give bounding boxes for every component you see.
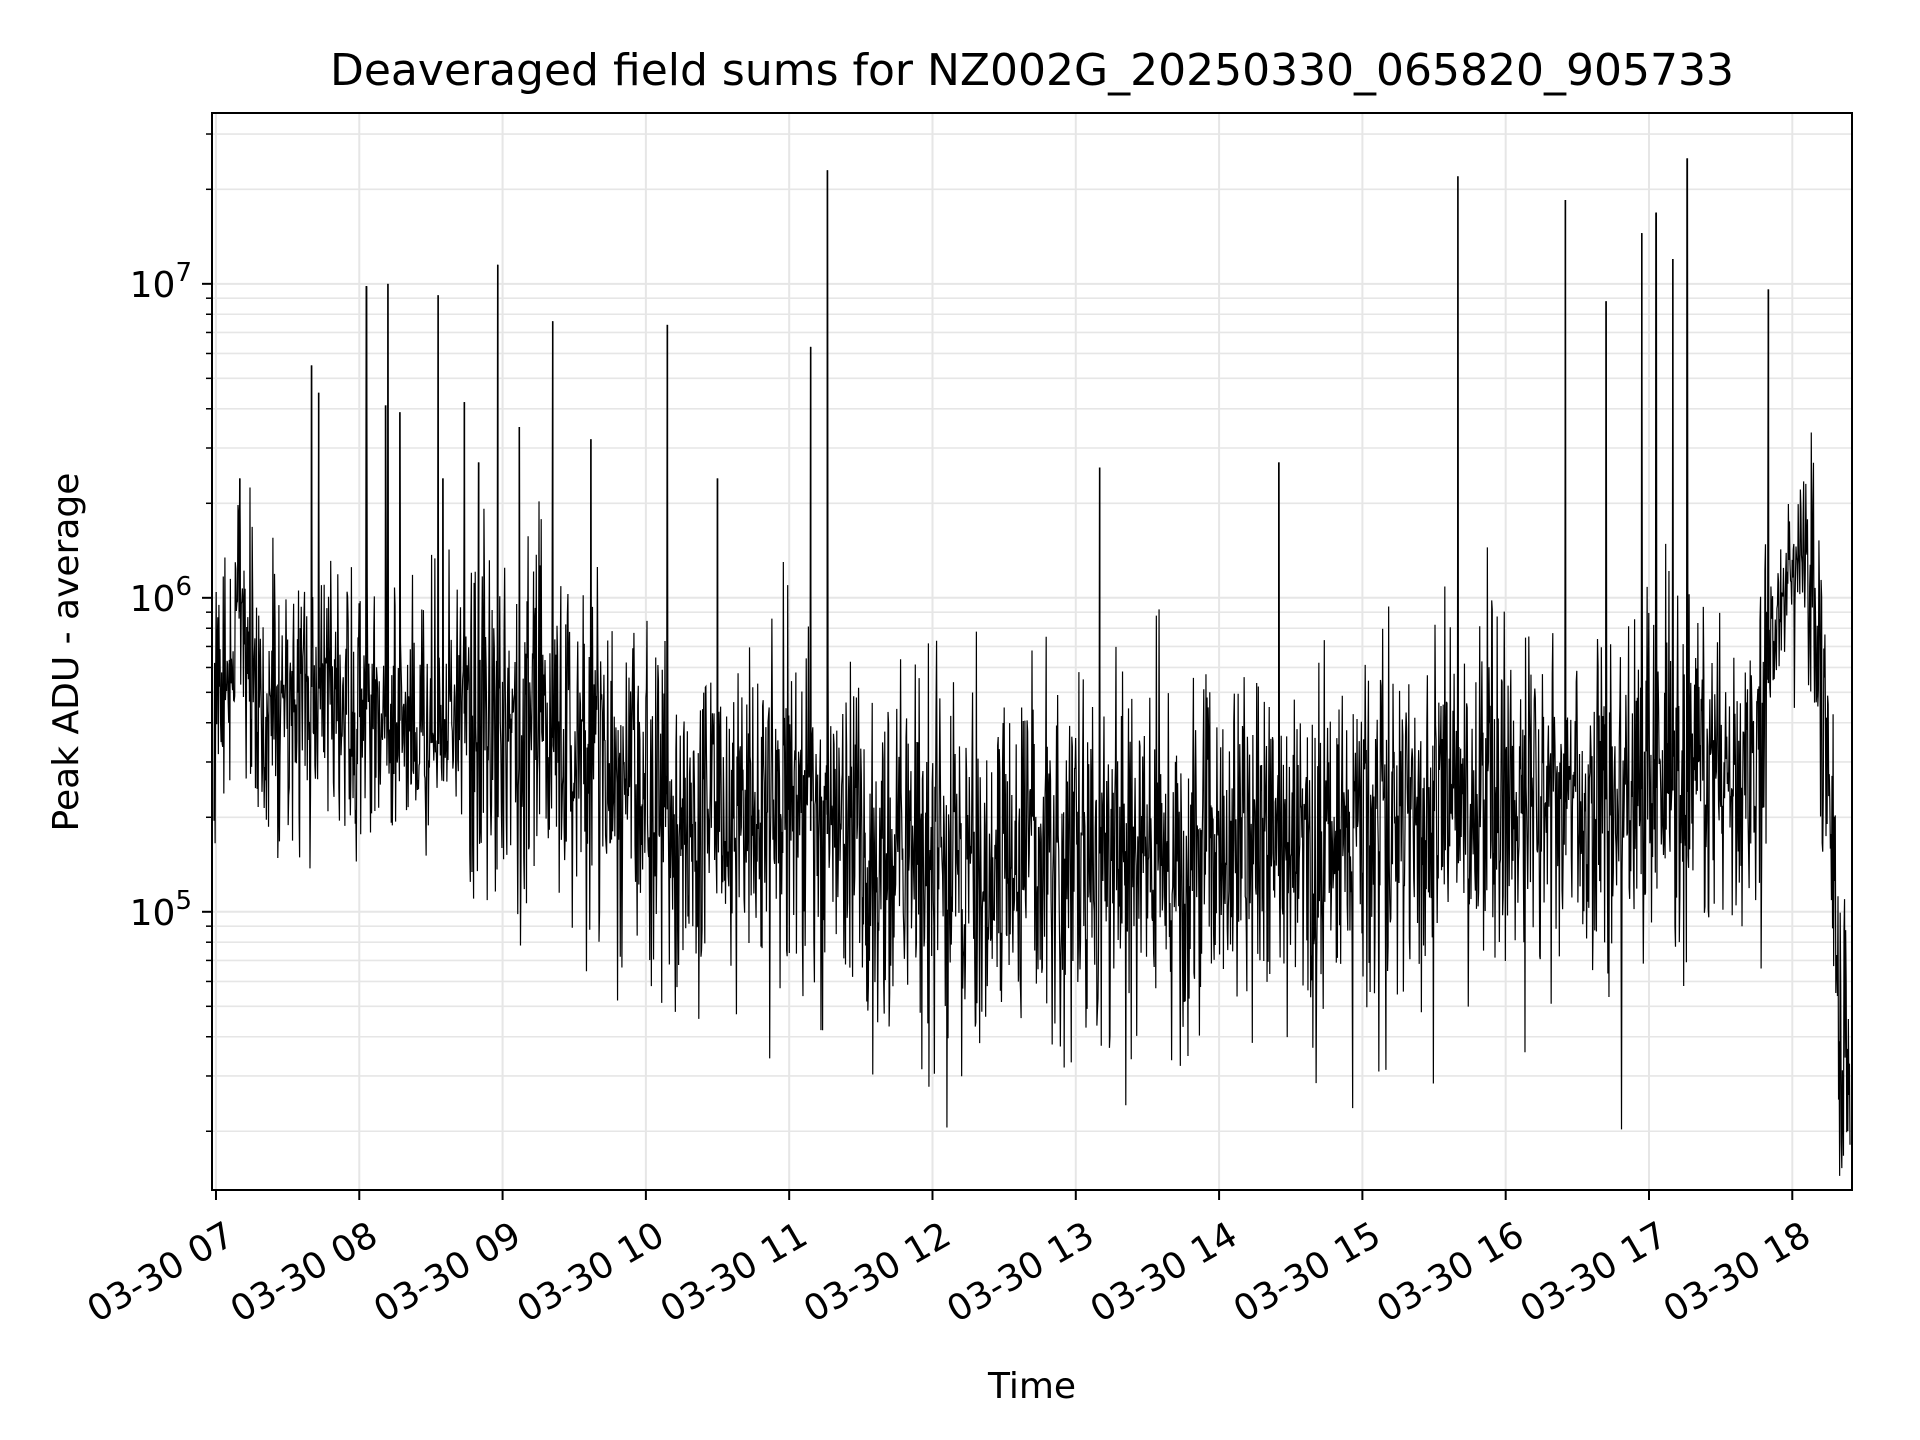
x-axis-label: Time (987, 1366, 1076, 1407)
series-line (213, 158, 1851, 1176)
data-series (213, 158, 1851, 1176)
chart-title: Deaveraged field sums for NZ002G_2025033… (330, 45, 1734, 96)
plot-frame (211, 112, 1853, 1191)
y-axis-label: Peak ADU - average (46, 473, 87, 832)
